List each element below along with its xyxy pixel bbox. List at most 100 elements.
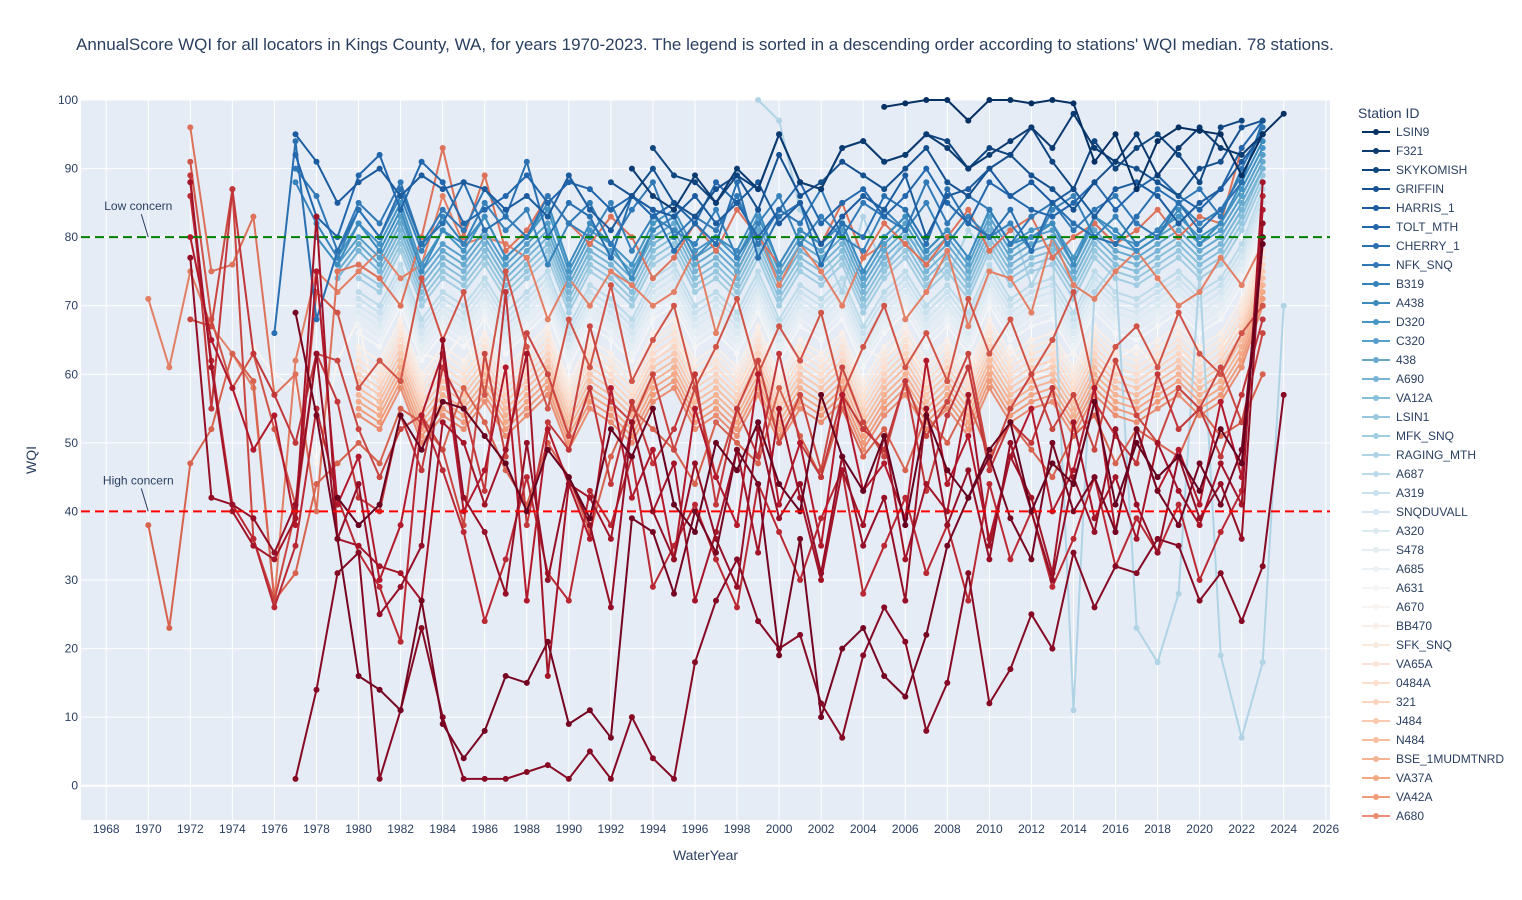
data-point bbox=[334, 309, 341, 316]
legend-item[interactable]: BSE_1MUDMTNRD bbox=[1362, 752, 1504, 766]
legend-item[interactable]: SNQDUVALL bbox=[1362, 505, 1468, 519]
legend-item[interactable]: D320 bbox=[1362, 315, 1425, 329]
legend-item[interactable]: A685 bbox=[1362, 562, 1424, 576]
data-point bbox=[649, 316, 656, 323]
legend-item[interactable]: F321 bbox=[1362, 144, 1424, 158]
data-point bbox=[902, 323, 909, 330]
data-point bbox=[692, 289, 698, 295]
data-point bbox=[397, 275, 404, 282]
data-point bbox=[1238, 199, 1245, 206]
legend-item[interactable]: A438 bbox=[1362, 296, 1424, 310]
data-point bbox=[586, 515, 593, 522]
data-point bbox=[692, 282, 698, 289]
legend-item[interactable]: A320 bbox=[1362, 524, 1424, 538]
legend-item[interactable]: N484 bbox=[1362, 733, 1425, 747]
data-point bbox=[418, 275, 425, 282]
data-point bbox=[1259, 275, 1266, 282]
data-point bbox=[1196, 385, 1203, 391]
data-point bbox=[965, 289, 972, 295]
data-point bbox=[860, 625, 867, 631]
data-point bbox=[755, 453, 762, 460]
data-point bbox=[1049, 364, 1056, 371]
data-point bbox=[1175, 522, 1182, 529]
data-point bbox=[544, 391, 551, 398]
legend-item[interactable]: VA37A bbox=[1362, 771, 1432, 785]
legend-item[interactable]: SKYKOMISH bbox=[1362, 163, 1467, 177]
data-point bbox=[965, 330, 972, 337]
legend-item[interactable]: LSIN9 bbox=[1362, 125, 1430, 139]
data-point bbox=[671, 275, 677, 282]
x-tick-label: 2026 bbox=[1312, 822, 1339, 836]
data-point bbox=[944, 350, 951, 357]
legend-item[interactable]: A690 bbox=[1362, 372, 1424, 386]
data-point bbox=[944, 199, 951, 206]
legend-item[interactable]: SFK_SNQ bbox=[1362, 638, 1452, 652]
data-point bbox=[692, 426, 698, 433]
data-point bbox=[692, 268, 698, 275]
data-point bbox=[607, 199, 614, 206]
data-point bbox=[671, 247, 677, 254]
data-point bbox=[1007, 364, 1014, 371]
legend-item[interactable]: NFK_SNQ bbox=[1362, 258, 1453, 272]
legend-item[interactable]: RAGING_MTH bbox=[1362, 448, 1476, 462]
legend-item[interactable]: VA65A bbox=[1362, 657, 1432, 671]
x-tick-label: 1970 bbox=[135, 822, 162, 836]
data-point bbox=[965, 282, 972, 289]
data-point bbox=[881, 193, 888, 199]
data-point bbox=[292, 439, 299, 446]
data-point bbox=[649, 302, 656, 309]
x-tick-label: 2024 bbox=[1270, 822, 1297, 836]
legend-item[interactable]: VA12A bbox=[1362, 391, 1432, 405]
legend-item[interactable]: HARRIS_1 bbox=[1362, 201, 1455, 215]
legend-item[interactable]: 321 bbox=[1362, 695, 1416, 709]
data-point bbox=[923, 391, 930, 398]
legend-item[interactable]: CHERRY_1 bbox=[1362, 239, 1460, 253]
data-point bbox=[1238, 227, 1245, 234]
data-point bbox=[860, 289, 867, 295]
data-point bbox=[860, 247, 867, 254]
legend-item[interactable]: 438 bbox=[1362, 353, 1416, 367]
legend-item[interactable]: A631 bbox=[1362, 581, 1424, 595]
legend-items[interactable]: LSIN9 F321 SKYKOMISH GRIFFIN HARRIS_1 TOLT_MT… bbox=[1362, 125, 1504, 823]
legend-item[interactable]: J484 bbox=[1362, 714, 1422, 728]
legend-swatch-marker bbox=[1373, 528, 1379, 534]
data-point bbox=[1112, 343, 1119, 350]
legend-item[interactable]: C320 bbox=[1362, 334, 1425, 348]
data-point bbox=[313, 460, 320, 467]
data-point bbox=[523, 323, 530, 330]
legend-item[interactable]: A670 bbox=[1362, 600, 1424, 614]
legend-item[interactable]: BB470 bbox=[1362, 619, 1432, 633]
data-point bbox=[1259, 302, 1266, 309]
data-point bbox=[671, 172, 677, 179]
legend-item[interactable]: TOLT_MTH bbox=[1362, 220, 1458, 234]
legend[interactable]: Station ID LSIN9F321SKYKOMISHGRIFFINHARR… bbox=[1358, 105, 1504, 823]
data-point bbox=[166, 364, 173, 371]
data-point bbox=[1217, 275, 1224, 282]
data-point bbox=[944, 268, 951, 275]
data-point bbox=[355, 309, 362, 316]
data-point bbox=[271, 391, 278, 398]
data-point bbox=[607, 405, 614, 412]
x-tick-label: 1996 bbox=[682, 822, 709, 836]
legend-item[interactable]: 0484A bbox=[1362, 676, 1431, 690]
legend-item[interactable]: VA42A bbox=[1362, 790, 1432, 804]
data-point bbox=[544, 350, 551, 357]
legend-item[interactable]: A687 bbox=[1362, 467, 1424, 481]
legend-swatch-marker bbox=[1373, 129, 1379, 135]
data-point bbox=[944, 247, 951, 254]
data-point bbox=[1217, 652, 1224, 659]
data-point bbox=[355, 549, 362, 556]
legend-item[interactable]: A319 bbox=[1362, 486, 1424, 500]
legend-item[interactable]: B319 bbox=[1362, 277, 1424, 291]
data-point bbox=[208, 268, 215, 275]
legend-item[interactable]: GRIFFIN bbox=[1362, 182, 1444, 196]
data-point bbox=[292, 138, 299, 145]
legend-item[interactable]: S478 bbox=[1362, 543, 1424, 557]
data-point bbox=[376, 371, 383, 378]
legend-item[interactable]: MFK_SNQ bbox=[1362, 429, 1454, 443]
data-point bbox=[649, 330, 656, 337]
legend-item[interactable]: A680 bbox=[1362, 809, 1424, 823]
series-line bbox=[610, 119, 1264, 218]
data-point bbox=[797, 199, 804, 206]
legend-item[interactable]: LSIN1 bbox=[1362, 410, 1430, 424]
